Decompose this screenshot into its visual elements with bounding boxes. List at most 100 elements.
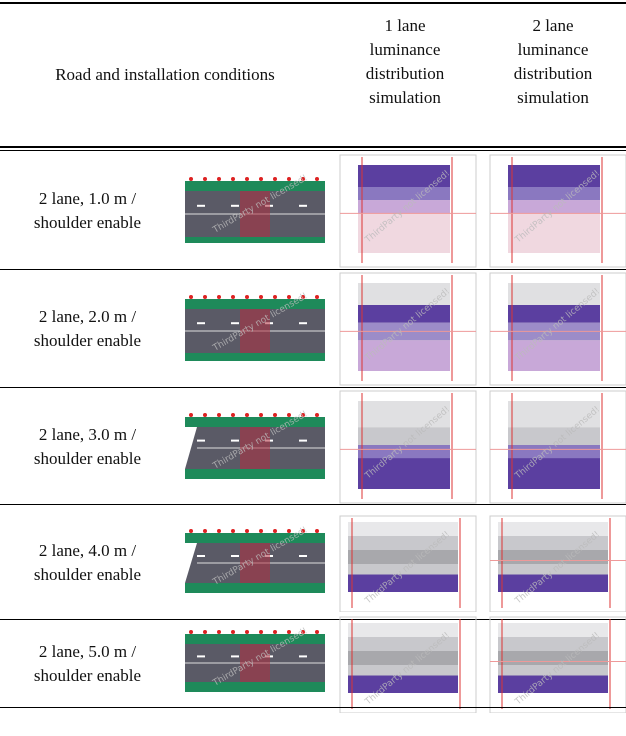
luminaire [273,630,277,634]
lane-dash [197,439,205,442]
row-rule [0,504,626,505]
luminaire [259,630,263,634]
luminaire [301,176,305,181]
shoulder [185,353,325,361]
luminance-band [498,675,608,693]
luminance-band [348,651,458,665]
lit-zone [240,309,270,353]
road-image: ThirdParty not licensed! [185,291,325,361]
luminaire [189,412,193,417]
luminaire [231,176,235,181]
luminance-band [358,340,450,371]
luminaire [259,412,263,417]
luminance-band [348,549,458,564]
luminaire [203,176,207,181]
luminaire [217,630,221,634]
lane-dash [231,439,239,442]
header-cell: 2 lane luminance distribution simulation [513,16,593,107]
luminance-band [358,305,450,323]
luminance-band [508,283,600,305]
row-rule [0,619,626,620]
luminaire [189,295,193,299]
luminance-band [498,521,608,536]
simulation-image: ThirdParty not licensed! [489,515,626,612]
row-label: 2 lane, 2.0 m / shoulder enable [33,307,142,350]
plot-frame [489,154,626,267]
luminaire [189,630,193,634]
luminaire [273,528,277,533]
luminaire [231,528,235,533]
luminaire [245,412,249,417]
lit-zone [240,542,270,583]
road-image: ThirdParty not licensed! [185,525,325,593]
simulation-image: ThirdParty not licensed! [489,390,626,503]
luminaire [287,630,291,634]
luminaire [273,295,277,299]
luminance-band [358,164,450,187]
lane-dash [299,439,307,442]
shoulder [185,682,325,692]
luminaire [203,412,207,417]
luminance-band [498,549,608,564]
luminance-band [508,340,600,371]
plot-frame [339,154,477,267]
lane-dash [197,204,205,207]
lane-dash [299,322,307,325]
luminaire [203,630,207,634]
lane-dash [197,322,205,325]
simulation-image: ThirdParty not licensed! [339,390,477,503]
luminaire [301,412,305,417]
top-rule [0,2,626,4]
header-cell: 1 lane luminance distribution simulation [365,16,445,107]
luminance-band [508,444,600,458]
lane-dash [231,322,239,325]
luminaire [203,295,207,299]
luminance-band [358,283,450,305]
luminaire [231,630,235,634]
simulation-image: ThirdParty not licensed! [489,154,626,267]
row-rule [0,707,626,708]
plot-frame [339,515,477,612]
plot-frame [489,616,626,713]
lane-dash [197,655,205,658]
lane-dash [299,204,307,207]
luminaire [287,176,291,181]
luminance-band [358,199,450,213]
shoulder [185,180,325,191]
luminaire [189,176,193,181]
luminaire [287,412,291,417]
luminance-band [348,574,458,592]
luminance-band [348,675,458,693]
plot-frame [489,515,626,612]
luminaire [259,295,263,299]
luminaire [273,412,277,417]
row-label: 2 lane, 4.0 m / shoulder enable [33,540,142,584]
row-rule [0,269,626,270]
simulation-image: ThirdParty not licensed! [339,272,477,386]
luminance-band [358,186,450,200]
lane-dash [231,655,239,658]
simulation-image: ThirdParty not licensed! [489,272,626,386]
header-cell: Road and installation conditions [55,65,275,84]
lane-dash [231,204,239,207]
luminance-band [348,623,458,637]
luminance-band [358,400,450,427]
luminaire [189,528,193,533]
luminaire [315,528,319,533]
lit-zone [240,644,270,682]
lane-dash [299,655,307,658]
luminaire [245,295,249,299]
lit-zone [240,190,270,237]
shoulder [185,582,325,593]
luminance-band [508,305,600,323]
plot-frame [489,272,626,386]
simulation-image: ThirdParty not licensed! [339,515,477,612]
luminaire [301,295,305,299]
luminaire [231,412,235,417]
simulation-image: ThirdParty not licensed! [339,616,477,713]
row-label: 2 lane, 5.0 m / shoulder enable [33,642,142,685]
luminaire [245,630,249,634]
luminaire [259,176,263,181]
header-rule [0,150,626,151]
